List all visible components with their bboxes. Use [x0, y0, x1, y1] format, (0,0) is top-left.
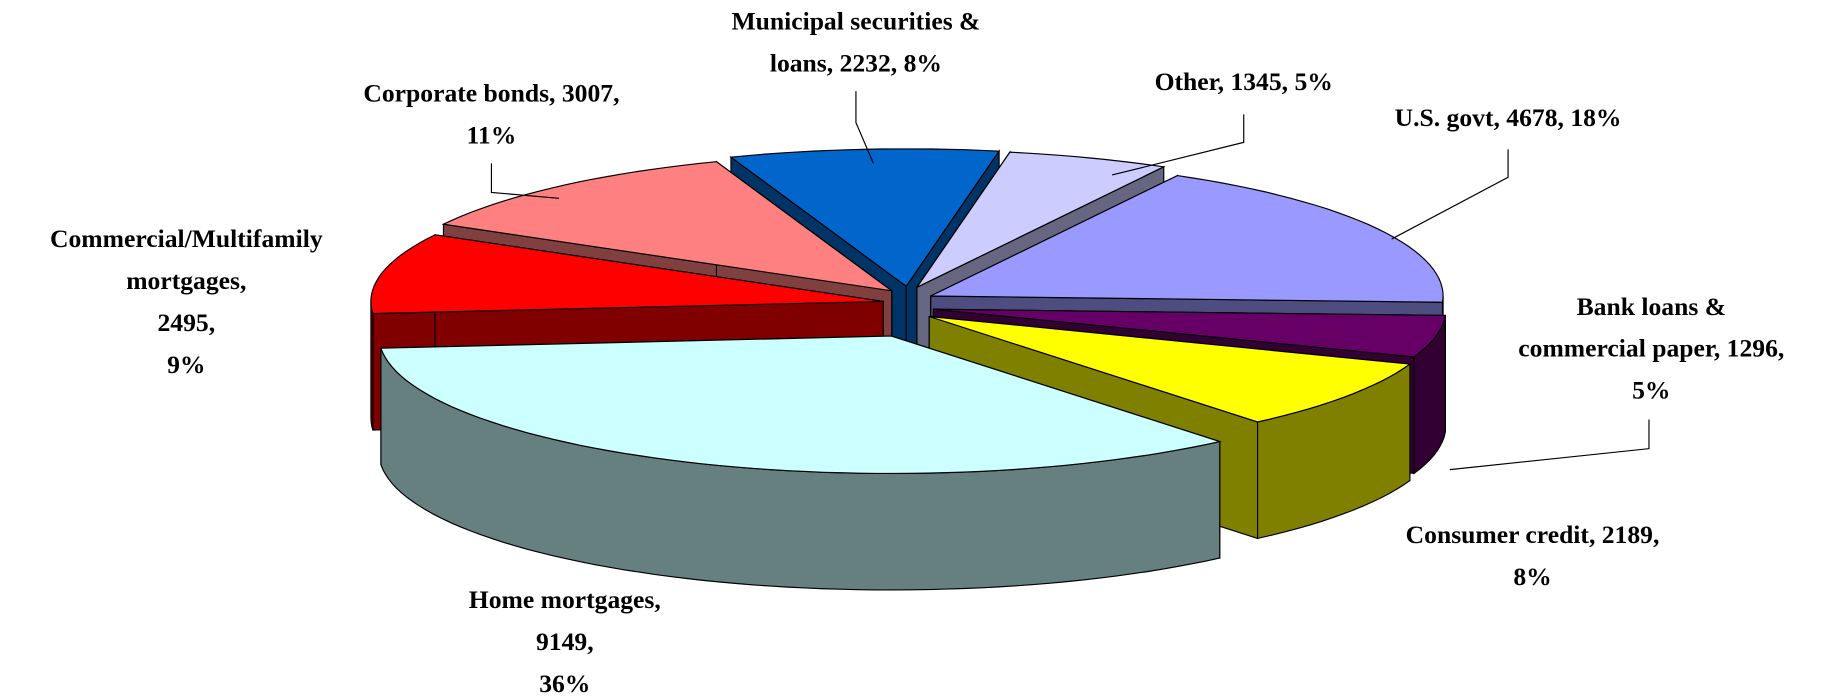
slice: [930, 174, 1444, 303]
leader-line: [1111, 114, 1245, 176]
leader-line: [1449, 419, 1650, 471]
slice: [441, 161, 893, 292]
data-label: loans, 2232, 8%: [770, 48, 942, 77]
leader-line: [1391, 149, 1509, 240]
data-label: 36%: [539, 669, 590, 697]
leader-line: [490, 163, 560, 199]
data-label: 2495,: [158, 308, 216, 337]
data-label: mortgages,: [126, 266, 246, 295]
data-label: Bank loans &: [1577, 292, 1726, 321]
slice: [380, 335, 1222, 475]
data-label: commercial paper, 1296,: [1518, 334, 1784, 363]
data-label: 11%: [467, 121, 517, 150]
slice: [729, 148, 1001, 288]
data-label: Commercial/Multifamily: [50, 224, 323, 253]
leader-lines: [490, 91, 1650, 471]
slice: [933, 308, 1447, 358]
data-label: U.S. govt, 4678, 18%: [1395, 103, 1622, 132]
data-label: 5%: [1632, 376, 1670, 405]
data-label: Home mortgages,: [469, 585, 661, 614]
labels: Municipal securities & loans, 2232, 8% Oth…: [50, 6, 1784, 697]
data-label: 9149,: [536, 627, 594, 656]
data-label: 9%: [167, 350, 205, 379]
slice: [370, 234, 884, 315]
data-label: Municipal securities &: [731, 6, 980, 35]
data-label: Consumer credit, 2189,: [1406, 520, 1660, 549]
pie: [370, 148, 1447, 591]
data-label: 8%: [1513, 562, 1551, 591]
data-label: Other, 1345, 5%: [1155, 67, 1333, 96]
leader-line: [855, 91, 874, 164]
slice: [929, 315, 1412, 423]
slice: [915, 151, 1166, 289]
data-label: Corporate bonds, 3007,: [363, 79, 619, 108]
slice-side: [370, 301, 374, 431]
